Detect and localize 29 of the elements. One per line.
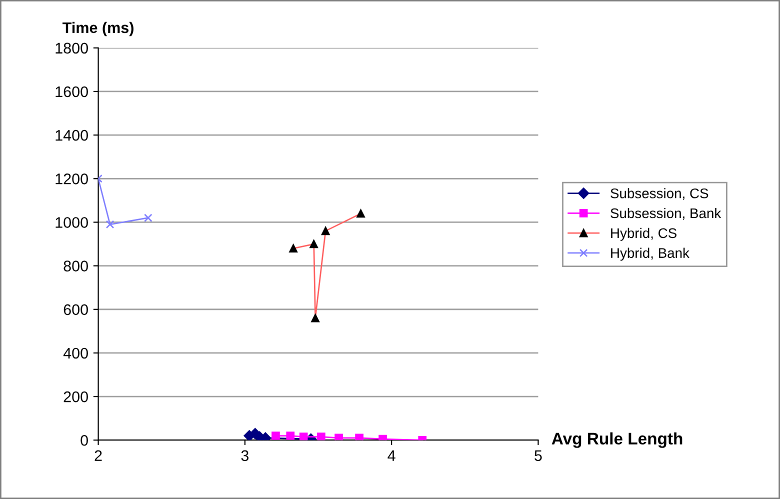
- y-tick-label: 1000: [56, 217, 88, 228]
- y-axis-title: Time (ms): [62, 22, 134, 36]
- y-tick-label: 1600: [56, 86, 88, 98]
- point: [299, 432, 308, 440]
- x-tick-label: 5: [534, 450, 542, 462]
- point: [286, 432, 295, 440]
- y-tick-label: 1200: [56, 174, 88, 184]
- x-axis-title: Avg Rule Length: [552, 432, 682, 448]
- legend-label: Hybrid, Bank: [611, 248, 690, 261]
- y-tick-label: 800: [64, 260, 88, 272]
- legend-label: Subsession, CS: [610, 188, 708, 200]
- x-tick-label: 3: [241, 450, 248, 462]
- y-tick-label: 600: [64, 304, 88, 316]
- x-tick-label: 2: [94, 450, 102, 461]
- y-tick-label: 1400: [56, 130, 88, 141]
- legend-label: Hybrid, CS: [611, 228, 676, 241]
- point: [144, 214, 152, 222]
- point: [334, 434, 343, 440]
- point: [272, 432, 280, 440]
- point: [378, 434, 387, 440]
- point: [106, 220, 114, 229]
- legend-label: Subsession, Bank: [610, 208, 722, 220]
- point: [355, 434, 364, 440]
- point: [317, 432, 326, 440]
- y-tick-label: 1800: [56, 42, 88, 54]
- y-tick-label: 400: [63, 348, 88, 359]
- x-tick-label: 4: [388, 450, 396, 461]
- y-tick-label: 200: [64, 391, 88, 402]
- y-tick-label: 0: [80, 434, 88, 446]
